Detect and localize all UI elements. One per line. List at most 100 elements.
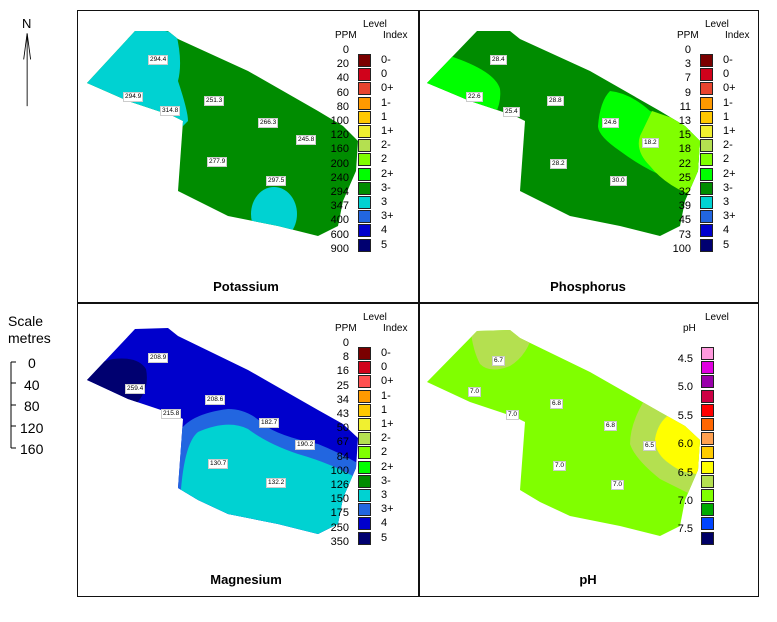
- legend-swatch: [358, 531, 371, 545]
- legend-level-header: Level: [705, 19, 729, 30]
- sample-value: 294.9: [123, 92, 144, 102]
- legend-ph-value: 6.5: [677, 466, 693, 479]
- sample-value: 190.2: [295, 440, 316, 450]
- legend-swatch: [700, 110, 713, 124]
- phosphorus-legend: Level PPM Index 0 3 7 9 11 13 15 18 22 25 32 39 45 73…: [645, 16, 755, 266]
- scale-tick: 80: [24, 398, 40, 414]
- legend-swatch: [358, 375, 371, 389]
- legend-index-value: 0-: [381, 347, 391, 359]
- sample-value: 294.4: [148, 55, 169, 65]
- legend-index-value: 1+: [381, 125, 394, 137]
- legend-index-value: 3: [723, 196, 730, 208]
- legend-swatch: [358, 68, 371, 82]
- scale-title-line2: metres: [8, 330, 51, 346]
- legend-ppm-value: 22: [678, 157, 691, 170]
- legend-ppm-value: 3: [684, 58, 691, 71]
- sample-value: 28.4: [490, 55, 507, 65]
- legend-swatch: [358, 224, 371, 238]
- legend-swatch: [358, 181, 371, 195]
- legend-index-header: Index: [383, 30, 408, 41]
- legend-ppm-value: 126: [330, 479, 349, 491]
- sample-value: 132.2: [266, 478, 287, 488]
- legend-ppm-value: 0: [342, 337, 349, 349]
- panel-title: Potassium: [213, 279, 279, 294]
- sample-value: 130.7: [208, 459, 229, 469]
- legend-index-value: 2-: [381, 139, 391, 152]
- legend-ppm-value: 67: [336, 436, 349, 449]
- scale-title-line1: Scale: [8, 313, 44, 329]
- legend-swatch: [700, 68, 713, 82]
- legend-ppm-value: 43: [336, 408, 349, 420]
- grid-horizontal-divider: [77, 302, 759, 304]
- legend-ppm-value: 39: [678, 200, 691, 213]
- legend-ppm-value: 350: [330, 535, 349, 548]
- panel-magnesium: 208.9 259.4 215.8 208.6 182.7 190.2 130.…: [78, 304, 418, 596]
- legend-index-value: 3+: [723, 210, 736, 223]
- legend-ppm-value: 100: [330, 115, 349, 127]
- sample-value: 208.9: [148, 353, 169, 363]
- legend-swatch: [358, 474, 371, 488]
- legend-ppm-value: 240: [330, 171, 349, 184]
- legend-index-value: 2-: [381, 432, 391, 445]
- legend-index-value: 0+: [381, 82, 394, 95]
- legend-swatch: [358, 54, 371, 67]
- scale-tick: 40: [24, 377, 40, 393]
- legend-ppm-value: 20: [336, 58, 349, 71]
- legend-index-value: 0: [381, 68, 388, 81]
- legend-ppm-value: 0: [342, 44, 349, 56]
- sample-value: 314.8: [160, 106, 181, 116]
- legend-index-value: 0+: [381, 375, 394, 388]
- legend-ppm-value: 0: [684, 44, 691, 56]
- legend-index-header: Index: [383, 323, 408, 334]
- legend-index-value: 4: [723, 224, 730, 237]
- legend-unit-header: PPM: [335, 323, 357, 334]
- legend-ppm-value: 100: [672, 242, 691, 255]
- legend-index-header: Index: [725, 30, 750, 41]
- legend-ppm-value: 7: [684, 72, 691, 85]
- legend-ppm-value: 32: [678, 186, 691, 198]
- phosphorus-field-map: [427, 31, 700, 236]
- legend-swatch: [358, 403, 371, 417]
- legend-index-value: 2: [381, 153, 388, 166]
- legend-ppm-value: 25: [678, 171, 691, 184]
- legend-index-value: 0-: [723, 54, 733, 66]
- legend-ph-value: 7.5: [677, 523, 693, 536]
- sample-value: 266.3: [258, 118, 279, 128]
- legend-swatch: [700, 181, 713, 195]
- sample-value: 7.0: [468, 387, 482, 397]
- legend-swatch: [358, 110, 371, 124]
- sample-value: 6.8: [604, 421, 618, 431]
- legend-swatch: [700, 139, 713, 153]
- potassium-field-map: [87, 31, 358, 236]
- legend-unit-header: PPM: [677, 30, 699, 41]
- legend-index-value: 5: [381, 531, 388, 544]
- panel-title: Phosphorus: [550, 279, 626, 294]
- legend-swatch: [700, 54, 713, 67]
- legend-index-value: 1-: [723, 96, 733, 109]
- sample-value: 7.0: [553, 461, 567, 471]
- legend-swatch: [358, 153, 371, 167]
- legend-swatch: [700, 125, 713, 138]
- legend-ppm-value: 600: [330, 228, 349, 241]
- legend-ppm-value: 200: [330, 157, 349, 170]
- legend-index-value: 1: [381, 403, 388, 416]
- legend-swatch: [701, 347, 714, 360]
- legend-ppm-value: 100: [330, 464, 349, 477]
- sample-value: 215.8: [161, 409, 182, 419]
- legend-index-value: 1-: [381, 96, 391, 109]
- sample-value: 277.9: [207, 157, 228, 167]
- legend-swatch: [701, 446, 714, 460]
- legend-index-value: 5: [381, 238, 388, 251]
- legend-swatch: [358, 432, 371, 446]
- legend-swatch: [358, 489, 371, 502]
- panel-phosphorus: 28.4 22.6 25.4 28.8 24.6 18.2 28.2 30.0 …: [420, 11, 760, 303]
- legend-index-value: 2+: [723, 167, 736, 180]
- legend-unit-header: PPM: [335, 30, 357, 41]
- legend-swatch: [701, 432, 714, 446]
- legend-swatch: [701, 503, 714, 517]
- legend-ppm-value: 8: [342, 351, 349, 364]
- ph-field-map: [427, 330, 700, 536]
- legend-ppm-value: 120: [330, 129, 349, 142]
- legend-ppm-value: 80: [336, 100, 349, 113]
- legend-index-value: 2-: [723, 139, 733, 152]
